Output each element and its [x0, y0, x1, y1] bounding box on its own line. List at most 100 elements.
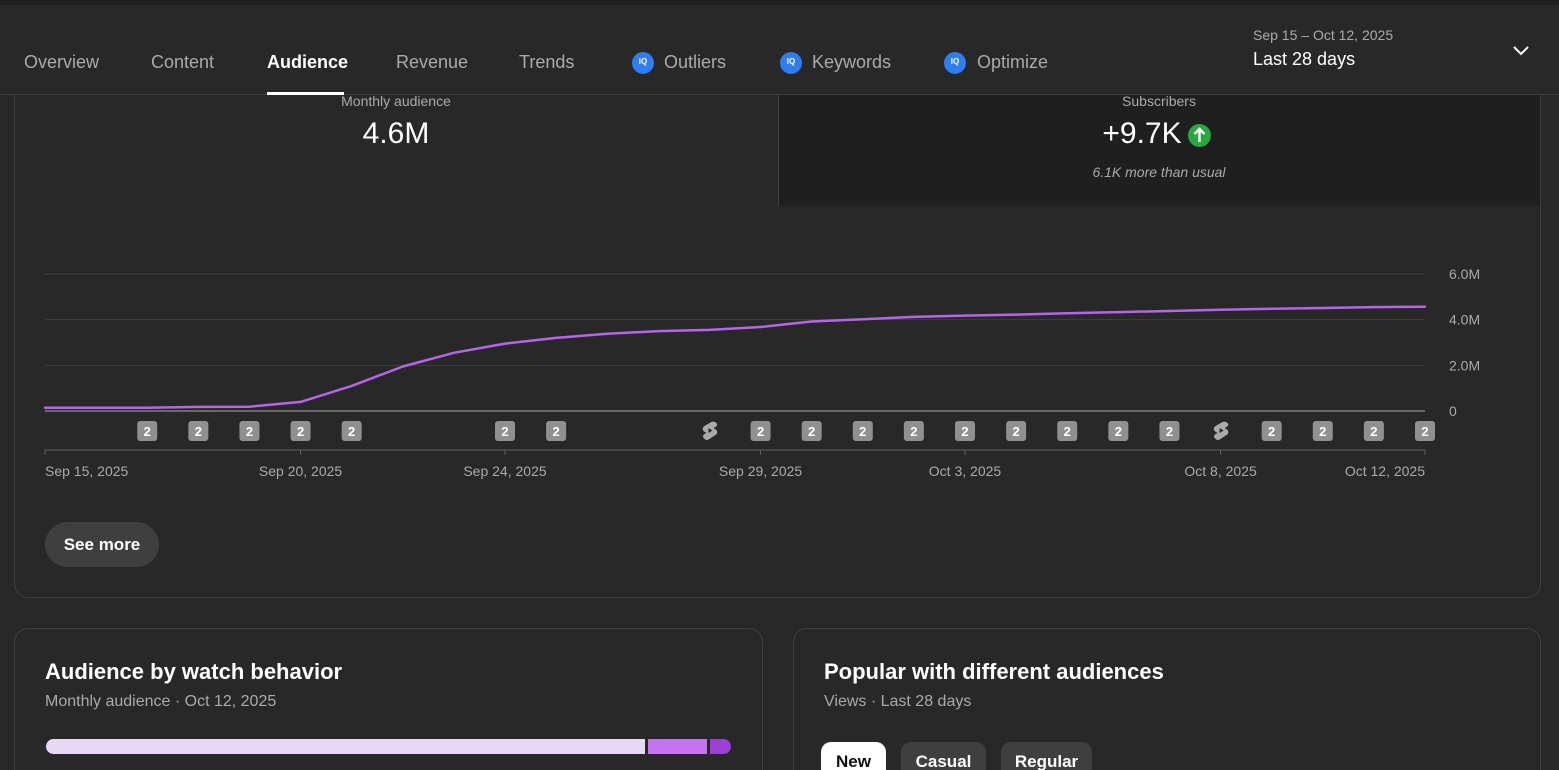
- see-more-button[interactable]: See more: [45, 522, 159, 567]
- popular-audiences-card: Popular with different audiences Views ·…: [793, 628, 1541, 770]
- video-publish-marker: [1108, 421, 1129, 441]
- iq-icon: IQ: [632, 52, 654, 74]
- data-point: [1270, 307, 1273, 310]
- arrow-up-icon: [1188, 124, 1211, 147]
- data-point: [606, 332, 609, 336]
- subscribers-note: 6.1K more than usual: [1092, 164, 1226, 180]
- data-point: [197, 405, 200, 409]
- data-point: [1423, 305, 1427, 308]
- video-publish-count: 2: [757, 424, 764, 439]
- video-publish-marker: [137, 421, 158, 441]
- y-tick-label: 2.0M: [1449, 357, 1480, 373]
- video-publish-count: 2: [961, 424, 968, 439]
- data-point: [94, 406, 98, 410]
- data-point: [299, 400, 302, 404]
- video-publish-marker: [341, 421, 362, 441]
- video-publish-marker: [1159, 421, 1180, 441]
- tab-outliers[interactable]: Outliers: [664, 52, 727, 72]
- data-point: [146, 406, 149, 410]
- x-tick-label: Sep 29, 2025: [719, 463, 803, 479]
- video-publish-count: 2: [348, 424, 355, 439]
- video-publish-marker: [852, 421, 873, 441]
- data-point: [963, 314, 967, 317]
- chip-casual[interactable]: Casual: [901, 742, 986, 770]
- x-tick-label: Sep 15, 2025: [45, 463, 129, 479]
- y-tick-label: 0: [1449, 403, 1457, 419]
- chip-regular[interactable]: Regular: [1001, 742, 1092, 770]
- monthly-audience-chart: 6.0M 4.0M 2.0M 0 Sep 15, 2025 Sep 20, 2025 Sep…: [43, 266, 1480, 479]
- video-publish-marker: [1415, 421, 1435, 441]
- chevron-down-icon[interactable]: [1509, 38, 1533, 62]
- subscribers-value: +9.7K: [1102, 117, 1182, 150]
- video-publish-marker: [290, 421, 311, 441]
- watch-behavior-bar-regular[interactable]: [710, 739, 731, 754]
- data-point: [1066, 312, 1069, 315]
- data-point: [401, 365, 404, 368]
- video-publish-count: 2: [552, 424, 559, 439]
- video-publish-marker: [1363, 421, 1384, 441]
- video-publish-count: 2: [1166, 424, 1173, 439]
- subscribers-label: Subscribers: [1122, 93, 1196, 109]
- date-range-text[interactable]: Sep 15 – Oct 12, 2025: [1253, 27, 1394, 43]
- monthly-audience-value: 4.6M: [362, 117, 430, 150]
- y-tick-label: 6.0M: [1449, 266, 1480, 282]
- data-point: [1168, 309, 1171, 313]
- video-publish-count: 2: [297, 424, 304, 439]
- watch-behavior-bar-casual[interactable]: [648, 739, 707, 754]
- video-publish-count: 2: [501, 424, 508, 439]
- tab-optimize[interactable]: Optimize: [977, 52, 1049, 72]
- watch-behavior-bar-new[interactable]: [46, 739, 645, 754]
- x-tick-label: Oct 8, 2025: [1184, 463, 1257, 479]
- watch-behavior-title: Audience by watch behavior: [45, 659, 343, 684]
- popular-audiences-title: Popular with different audiences: [824, 659, 1164, 684]
- video-publish-marker: [955, 421, 975, 441]
- date-preset-text[interactable]: Last 28 days: [1253, 49, 1356, 69]
- tab-trends[interactable]: Trends: [519, 52, 575, 72]
- video-publish-marker: [1261, 421, 1282, 441]
- video-publish-count: 2: [910, 424, 917, 439]
- data-point: [1321, 306, 1324, 310]
- iq-icon: IQ: [780, 52, 802, 74]
- video-publish-count: 2: [1012, 424, 1019, 439]
- video-publish-count: 2: [1268, 424, 1275, 439]
- chip-new[interactable]: New: [821, 742, 886, 770]
- x-tick-label: Sep 24, 2025: [463, 463, 547, 479]
- monthly-audience-label: Monthly audience: [341, 93, 451, 109]
- data-point: [759, 325, 762, 329]
- video-publish-count: 2: [859, 424, 866, 439]
- video-publish-count: 2: [246, 424, 253, 439]
- active-tab-indicator: [267, 92, 344, 95]
- x-tick-label: Oct 3, 2025: [929, 463, 1002, 479]
- tab-revenue[interactable]: Revenue: [396, 52, 469, 72]
- data-point: [1117, 310, 1120, 314]
- iq-icon: IQ: [944, 52, 966, 74]
- data-point: [912, 315, 916, 319]
- video-publish-marker: [188, 421, 209, 441]
- x-tick-label: Oct 12, 2025: [1345, 463, 1425, 479]
- video-publish-marker: [903, 421, 924, 441]
- data-point: [452, 351, 456, 354]
- data-point: [1014, 313, 1018, 316]
- data-point: [708, 328, 711, 332]
- tab-content[interactable]: Content: [151, 52, 215, 72]
- tab-keywords[interactable]: Keywords: [812, 52, 892, 72]
- video-publish-count: 2: [1370, 424, 1377, 439]
- data-point: [554, 336, 558, 340]
- x-tick-label: Sep 20, 2025: [259, 463, 343, 479]
- data-point: [1219, 308, 1222, 312]
- video-publish-count: 2: [1115, 424, 1122, 439]
- data-point: [350, 384, 353, 388]
- video-publish-marker: [1312, 421, 1333, 441]
- video-publish-count: 2: [195, 424, 202, 439]
- video-publish-marker: [1006, 421, 1027, 441]
- video-publish-count: 2: [1064, 424, 1071, 439]
- tab-overview[interactable]: Overview: [24, 52, 100, 72]
- data-point: [657, 329, 660, 333]
- data-point: [1372, 305, 1376, 309]
- data-point: [503, 342, 507, 345]
- data-point: [43, 406, 47, 410]
- popular-audiences-subtitle: Views · Last 28 days: [824, 693, 972, 710]
- tab-audience[interactable]: Audience: [267, 52, 349, 72]
- video-publish-count: 2: [144, 424, 151, 439]
- data-point: [810, 320, 813, 323]
